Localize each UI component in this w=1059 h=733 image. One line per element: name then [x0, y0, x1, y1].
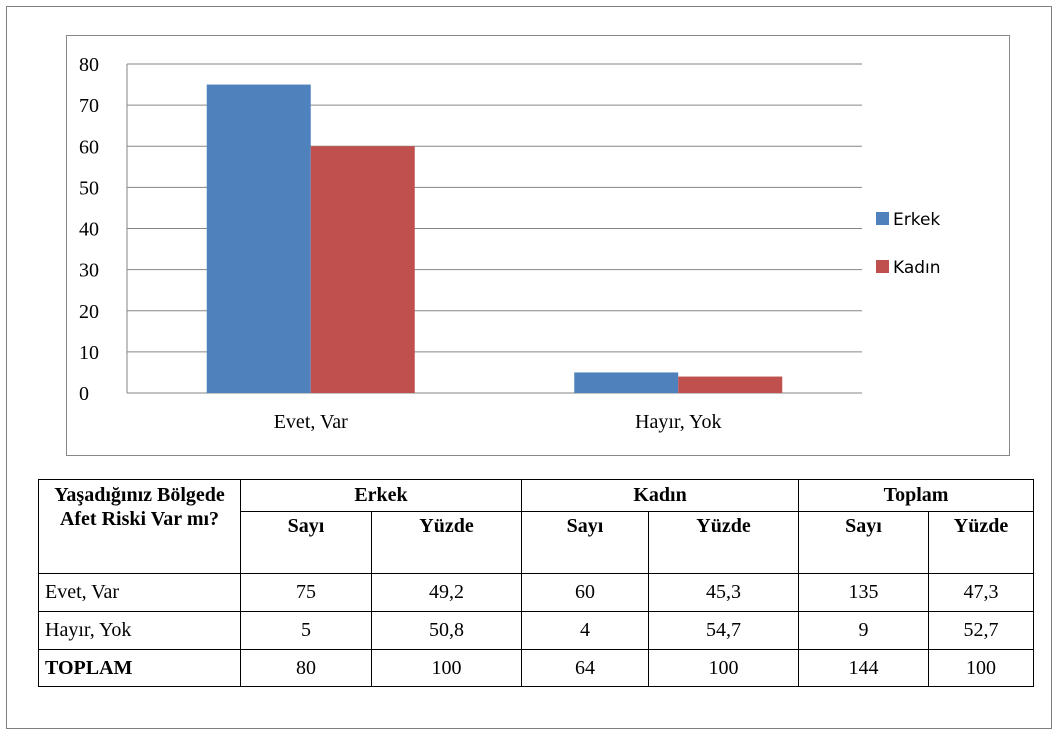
subheader-sayi: Sayı	[521, 511, 649, 574]
subheader-yuzde: Yüzde	[647, 511, 800, 574]
table-cell: 52,7	[928, 611, 1035, 650]
table-row: Hayır, Yok 5 50,8 4 54,7 9 52,7	[38, 611, 1035, 650]
outer-frame	[6, 6, 1052, 729]
table-cell: 49,2	[371, 573, 522, 612]
chart-area: 0 10 20 30 40 50 60 70 80 Evet, Var Hayır, Yok Erke…	[66, 35, 1010, 456]
table-subheader-row: Sayı Yüzde Sayı Yüzde Sayı Yüzde	[39, 511, 1035, 574]
group-header-erkek: Erkek	[240, 479, 522, 512]
y-tick-label: 80	[79, 54, 99, 76]
bar-kadın-0	[310, 146, 415, 393]
table-cell: 54,7	[647, 611, 800, 650]
y-tick-label: 40	[79, 219, 99, 241]
table-cell: 60	[521, 573, 649, 612]
table-cell: 135	[798, 573, 930, 612]
y-tick-label: 20	[79, 301, 99, 323]
table-row-total: TOPLAM 80 100 64 100 144 100	[38, 649, 1035, 687]
subheader-sayi: Sayı	[240, 511, 372, 574]
x-category-label: Hayır, Yok	[635, 411, 721, 433]
subheader-yuzde: Yüzde	[371, 511, 522, 574]
legend-swatch-erkek	[876, 212, 889, 225]
row-label: TOPLAM	[38, 649, 241, 687]
table-cell: 75	[240, 573, 372, 612]
bar-kadın-1	[678, 376, 783, 393]
table-cell: 47,3	[928, 573, 1035, 612]
y-tick-label: 60	[79, 136, 99, 158]
row-label: Hayır, Yok	[38, 611, 241, 650]
subheader-yuzde: Yüzde	[928, 511, 1035, 574]
bar-erkek-0	[206, 84, 311, 393]
legend-label: Erkek	[893, 210, 940, 230]
group-header-kadin: Kadın	[520, 479, 800, 512]
row-label: Evet, Var	[38, 573, 241, 612]
table-cell: 9	[798, 611, 930, 650]
table-header-row: Yaşadığınız Bölgede Afet Riski Var mı? E…	[38, 479, 1035, 574]
table-cell: 4	[521, 611, 649, 650]
subheader-sayi: Sayı	[798, 511, 930, 574]
group-header-toplam: Toplam	[798, 479, 1035, 512]
y-tick-label: 30	[79, 260, 99, 282]
y-tick-label: 10	[79, 342, 99, 364]
data-table: Yaşadığınız Bölgede Afet Riski Var mı? E…	[38, 479, 1035, 687]
bar-erkek-1	[574, 372, 679, 393]
table-cell: 100	[371, 649, 522, 687]
y-tick-label: 50	[79, 177, 99, 199]
table-cell: 144	[798, 649, 930, 687]
x-category-label: Evet, Var	[274, 411, 348, 433]
table-row: Evet, Var 75 49,2 60 45,3 135 47,3	[38, 573, 1035, 612]
bar-chart: 0 10 20 30 40 50 60 70 80 Evet, Var Hayır, Yok Erke…	[79, 54, 941, 433]
y-tick-label: 70	[79, 95, 99, 117]
table-cell: 45,3	[647, 573, 800, 612]
table-cell: 100	[647, 649, 800, 687]
legend-swatch-kadın	[876, 260, 889, 273]
table-cell: 5	[240, 611, 372, 650]
legend-label: Kadın	[893, 258, 941, 278]
table-cell: 64	[521, 649, 649, 687]
table-cell: 100	[928, 649, 1035, 687]
question-header: Yaşadığınız Bölgede Afet Riski Var mı?	[38, 479, 241, 574]
table-cell: 80	[240, 649, 372, 687]
table-cell: 50,8	[371, 611, 522, 650]
y-tick-label: 0	[79, 383, 89, 405]
